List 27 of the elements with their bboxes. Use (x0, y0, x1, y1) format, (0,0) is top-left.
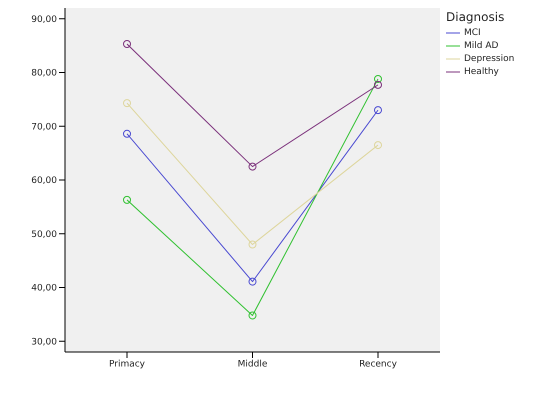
x-tick-label: Recency (359, 359, 398, 370)
point (248, 311, 256, 320)
legend-label: Healthy (464, 66, 499, 76)
legend-label: MCI (464, 28, 481, 38)
point (248, 162, 256, 171)
point (123, 40, 131, 48)
point (123, 99, 131, 108)
y-tick-label: 70,00 (31, 122, 58, 132)
point (248, 240, 256, 248)
point (374, 74, 382, 83)
x-tick-label: Primacy (108, 359, 146, 370)
legend-label: Mild AD (464, 40, 498, 50)
y-tick-label: 90,00 (31, 14, 58, 25)
point (374, 106, 382, 114)
y-tick-label: 60,00 (31, 176, 58, 186)
y-tick-label: 80,00 (31, 68, 58, 79)
y-tick-label: 50,00 (31, 230, 58, 240)
x-tick-label: Middle (238, 359, 268, 370)
legend-title: Diagnosis (446, 10, 506, 24)
point (248, 278, 256, 286)
point (123, 130, 131, 138)
point (123, 196, 131, 204)
y-tick-label: 40,00 (31, 284, 58, 294)
point (374, 141, 382, 150)
legend-label: Depression (464, 54, 514, 64)
point (374, 80, 382, 89)
y-tick-label: 30,00 (31, 337, 58, 348)
